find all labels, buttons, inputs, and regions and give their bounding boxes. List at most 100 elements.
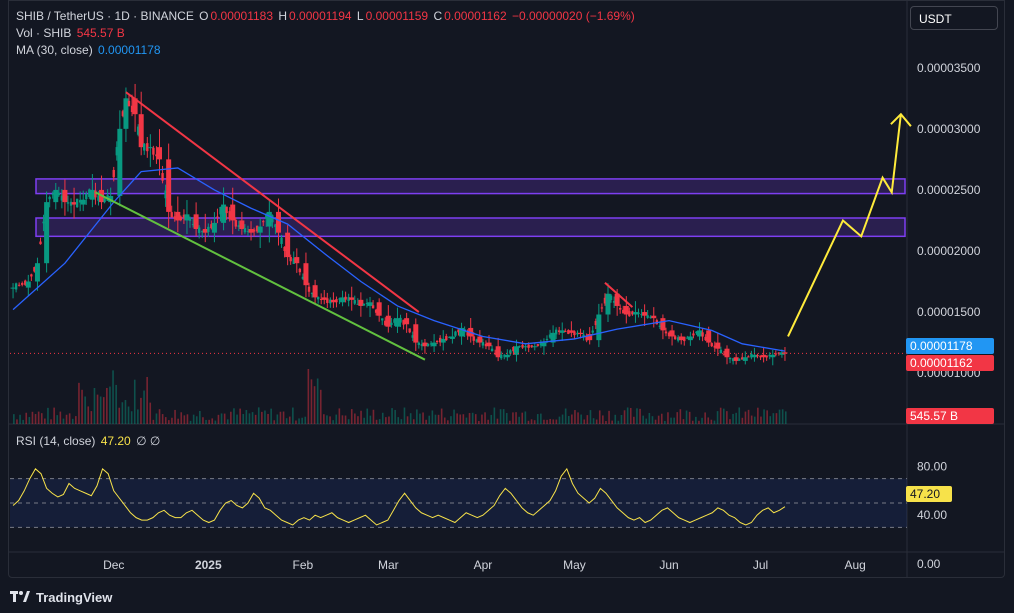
volume-bar [140,397,142,424]
candle-body [664,331,668,334]
rsi-legend: RSI (14, close) 47.20 ∅ ∅ [16,434,162,448]
currency-button[interactable]: USDT [910,6,998,30]
tradingview-logo-icon [10,591,30,602]
candle-body [756,354,759,357]
volume-bar [174,409,176,424]
candle-body [399,317,402,323]
volume-bar [180,412,183,424]
candle-body [219,206,222,215]
volume-bar [772,413,775,424]
volume-bar [648,412,651,424]
volume-bar [639,408,641,424]
volume-bar [465,417,468,424]
rsi-axis-tick: 0.00 [917,557,941,571]
volume-bar [484,412,486,424]
volume-bar [512,412,514,424]
volume-bar [456,413,458,424]
volume-bar [419,413,421,424]
candle-body [541,342,547,347]
volume-bar [478,420,480,424]
candle-body [536,344,540,346]
volume-bar [261,411,263,424]
volume-bar [536,414,539,424]
volume-bar [667,412,669,424]
candle-body [779,352,785,355]
volume-bar [71,418,74,424]
volume-bar [295,420,297,424]
volume-bar [109,386,111,424]
volume-bar [127,406,130,424]
rsi-label: RSI (14, close) [16,434,96,448]
volume-bar [698,420,700,424]
candle-body [761,354,767,358]
volume-bar [279,411,282,424]
volume-bar [357,416,359,424]
volume-bar [381,412,384,424]
volume-bar [614,414,617,424]
candle-body [568,330,574,333]
volume-bar [589,410,592,424]
candle-body [127,100,131,107]
candle-body [338,298,341,300]
candle-body [737,358,741,361]
time-axis-tick: Jun [659,558,678,572]
candle-body [234,219,237,227]
volume-bar [738,407,741,424]
volume-bar [168,420,170,424]
candle-body [612,301,616,303]
volume-bar [254,414,257,424]
candle-body [477,336,483,343]
candle-body [353,300,356,304]
candle-body [257,226,263,233]
candle-body [782,352,788,354]
volume-bar [543,419,545,424]
volume-bar [623,410,626,424]
candle-body [509,350,512,354]
volume-bar [642,415,644,424]
volume-bar [670,417,672,424]
high-label: H [278,9,288,23]
low-value: 0.00001159 [365,9,429,23]
volume-bar [378,419,381,424]
rsi-visibility-icons[interactable]: ∅ ∅ [136,434,161,448]
volume-bar [515,412,517,424]
candle-body [356,303,360,305]
volume-bar [90,411,93,424]
candle-body [747,356,750,358]
candle-body [17,284,21,286]
volume-bar [56,415,59,424]
candle-body [669,330,675,337]
volume-bar [28,417,31,424]
candle-body [294,257,300,264]
volume-bar [552,419,555,424]
volume-bar [319,389,322,424]
candle-body [89,189,95,200]
candle-body [21,283,24,285]
candle-body [687,336,693,341]
candle-body [376,302,382,316]
volume-legend: Vol · SHIB 545.57 B [16,26,127,40]
time-axis-tick: Dec [103,558,124,572]
candle-body [573,331,576,336]
volume-bar [763,409,765,424]
volume-bar [571,414,573,424]
candle-body [550,332,556,343]
candle-body [136,126,140,135]
candle-body [394,318,400,327]
candle-body [85,193,88,199]
volume-bar [199,410,201,424]
volume-bar [660,413,663,424]
candle-body [335,299,338,303]
volume-bar [766,410,768,424]
candle-body [701,332,704,337]
volume-bar [161,414,164,424]
candle-body [225,206,228,214]
volume-bar [620,414,623,424]
candle-body [557,330,561,333]
volume-bar [369,415,372,424]
volume-bar [732,413,734,424]
volume-bar [220,413,223,424]
candle-body [459,327,465,337]
candle-body [51,193,54,195]
